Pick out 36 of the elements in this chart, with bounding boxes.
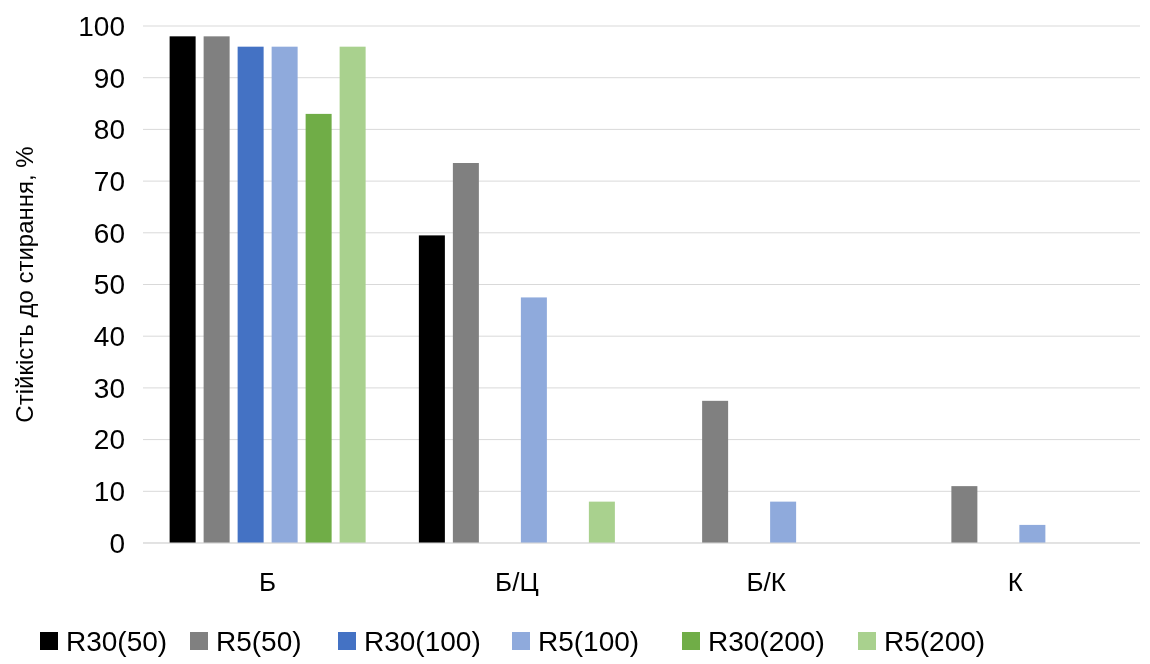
legend-label: R30(50)	[66, 625, 168, 657]
bar	[305, 113, 332, 543]
y-tick-label: 20	[93, 424, 125, 456]
bar	[951, 486, 978, 543]
y-axis-title: Стійкість до стирання, %	[11, 146, 38, 423]
bar	[271, 46, 298, 543]
y-tick-label: 50	[93, 269, 125, 301]
y-tick-label: 30	[93, 372, 125, 404]
bar	[452, 163, 479, 543]
bar	[520, 297, 547, 543]
y-tick-label: 100	[78, 10, 125, 42]
x-tick-label: Б/Ц	[495, 567, 539, 597]
y-tick-label: 70	[93, 165, 125, 197]
y-tick-label: 90	[93, 62, 125, 94]
bar	[588, 501, 615, 543]
legend-label: R30(200)	[708, 625, 825, 657]
legend-label: R5(200)	[884, 625, 986, 657]
bar	[418, 235, 445, 543]
bar	[169, 36, 196, 543]
legend-label: R5(50)	[216, 625, 302, 657]
bar	[237, 46, 264, 543]
y-tick-label: 40	[93, 321, 125, 352]
bar	[702, 400, 729, 543]
bar	[203, 36, 230, 543]
y-tick-label: 80	[93, 114, 125, 146]
legend-label: R30(100)	[364, 625, 481, 657]
x-tick-label: Б/К	[746, 567, 786, 597]
legend-label: R5(100)	[538, 625, 640, 657]
y-tick-label: 10	[93, 476, 125, 508]
x-tick-label: К	[1007, 567, 1023, 597]
y-tick-label: 0	[109, 527, 125, 559]
x-tick-label: Б	[259, 567, 277, 597]
bar	[339, 46, 366, 543]
bar	[1019, 524, 1046, 543]
y-tick-label: 60	[93, 217, 125, 249]
bar	[770, 501, 797, 543]
